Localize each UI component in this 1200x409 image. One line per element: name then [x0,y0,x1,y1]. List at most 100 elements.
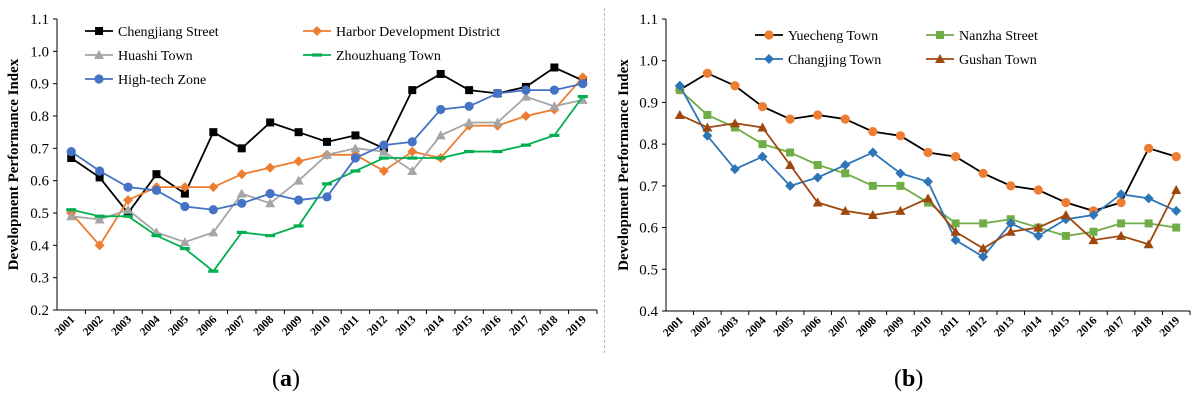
chart-b-data-point [1143,193,1154,204]
chart-b-data-point [1171,185,1182,195]
chart-b-series-2 [674,80,1182,262]
chart-a-legend-marker [312,53,322,57]
chart-a-data-point [492,88,503,98]
chart-b-data-point [703,110,712,119]
chart-a-x-tick-label: 2001 [53,313,78,338]
chart-a-data-point [95,166,105,176]
chart-a-data-point [294,128,303,137]
chart-b-y-tick-label: 1.1 [639,12,658,28]
chart-b-data-point [895,131,906,141]
chart-b-data-point [812,172,823,183]
chart-a-data-point [350,169,361,173]
chart-b-data-point [924,198,932,207]
chart-b-data-point [895,168,906,179]
chart-b-data-point [786,148,795,157]
chart-a-data-point [407,146,418,157]
chart-a-data-point [465,86,474,95]
chart-panel-b: 0.4 0.5 0.6 0.7 0.8 0.9 1.0 1.1 2001 2002 2003 2004… [610,0,1200,360]
chart-a-data-point [94,214,105,218]
chart-a-data-point [577,72,588,83]
chart-b-data-point [868,127,878,137]
chart-a-data-point [378,156,389,160]
chart-a-data-point [577,95,588,99]
chart-a-x-tick-label: 2007 [223,313,248,338]
chart-b-data-point [785,160,796,169]
chart-a-x-tick-label: 2002 [81,313,106,338]
chart-b-x-tick-label: 2016 [1075,314,1100,339]
chart-b-data-point [951,219,960,228]
chart-b-data-point [1143,239,1154,249]
chart-b-x-tick-label: 2014 [1020,314,1045,339]
chart-a-legend-marker [95,27,103,35]
chart-a-data-point [520,111,531,121]
chart-b-data-point [841,169,850,178]
chart-b-series-line [679,85,1177,258]
chart-a-data-point [407,165,418,175]
chart-b-data-point [785,114,795,124]
chart-b-data-point [1089,227,1098,236]
chart-b-data-point [1005,226,1016,236]
chart-a-x-tick-label: 2013 [394,313,419,338]
chart-a-data-point [464,117,475,127]
chart-b-x-tick-label: 2002 [689,314,714,339]
chart-a-x-tick-label: 2012 [365,313,390,338]
caption-a: (a) [272,366,300,392]
chart-b-data-point [867,210,878,220]
chart-b-x-tick-label: 2010 [909,314,934,339]
chart-b-data-point [950,235,961,246]
chart-a-data-point [492,149,503,154]
chart-a-data-point [293,224,304,228]
chart-a-y-tick-label: 0.4 [30,238,49,254]
chart-a-data-point [407,137,417,147]
chart-b-series-line [679,72,1177,212]
chart-a-y-tick-label: 0.3 [30,271,49,287]
chart-b-data-point [674,80,685,91]
chart-b-data-point [979,219,988,228]
chart-b-y-tick-label: 0.5 [639,262,658,278]
chart-a-data-point [94,214,105,224]
chart-b-data-point [729,118,740,128]
chart-a-y-tick-label: 0.2 [30,303,49,319]
chart-a-data-point [123,182,133,192]
chart-a-x-tick-label: 2011 [337,313,361,337]
chart-a-data-point [322,149,332,159]
chart-b-data-point [1171,152,1181,162]
chart-a-data-point [66,208,77,212]
chart-b-data-point [1116,189,1127,200]
chart-b-y-tick-label: 0.9 [639,95,658,111]
chart-b-x-tick-label: 2001 [661,314,686,339]
chart-a-data-point [322,182,332,186]
chart-b-data-point [1006,181,1016,191]
chart-b-y-tick-label: 0.7 [639,179,658,195]
chart-a-data-point [350,143,361,153]
chart-b-data-point [1033,230,1044,241]
chart-a-x-tick-label: 2014 [422,313,447,338]
chart-a-data-point [66,211,77,221]
chart-b-data-point [1144,219,1153,228]
chart-b-data-point [867,147,878,158]
chart-b-data-point [1116,197,1126,208]
chart-b-data-point [1171,205,1182,216]
chart-b-data-point [1088,235,1099,245]
chart-b-y-tick-label: 0.8 [639,137,658,153]
chart-a-y-tick-label: 0.7 [30,141,49,157]
chart-a-data-point [323,137,331,146]
chart-a-data-point [94,240,105,251]
chart-b-legend-label: Yuecheng Town [788,29,878,44]
chart-b-data-point [1060,210,1071,220]
chart-b-data-point [1061,231,1070,240]
chart-a-data-point [95,173,104,182]
chart-b-data-point [674,109,685,119]
chart-a-data-point [378,165,389,176]
chart-a-data-point [179,237,190,247]
chart-a-series-line [71,95,583,244]
chart-a-x-tick-label: 2009 [280,313,305,338]
chart-a-data-point [549,133,560,137]
chart-b-legend-marker [936,31,944,39]
chart-b-data-point [812,197,823,207]
chart-panel-a: 0.2 0.3 0.4 0.5 0.6 0.7 0.8 0.9 1.0 1.1 2001 2002 20… [0,0,603,360]
chart-b-series-line [679,89,1177,237]
chart-a-data-point [464,149,475,154]
chart-b-data-point [840,114,850,124]
chart-a-y-tick-label: 0.9 [30,77,49,93]
